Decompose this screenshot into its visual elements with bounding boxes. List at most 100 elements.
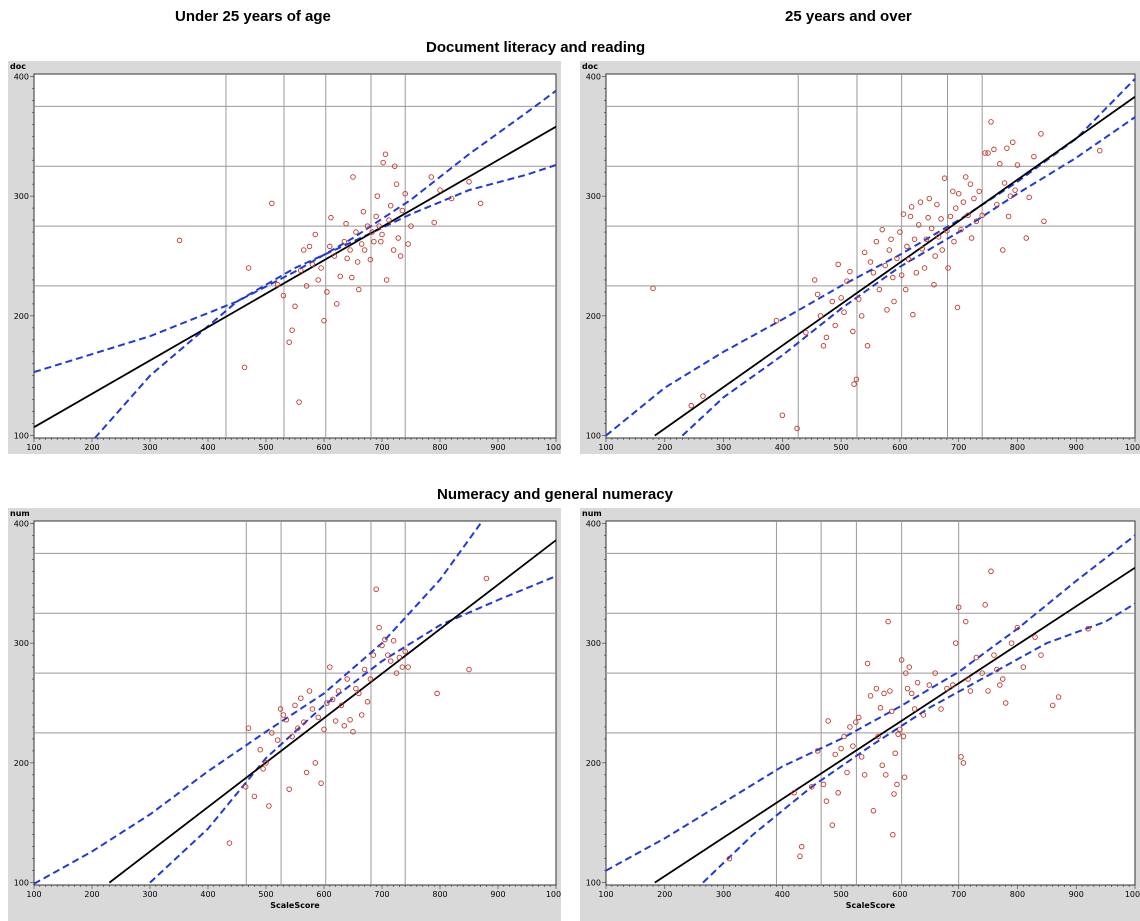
data-point (393, 181, 400, 187)
x-tick-label: 1000 (546, 890, 561, 899)
x-tick-label: 200 (84, 890, 99, 899)
x-tick-label: 300 (142, 443, 157, 452)
ci-lower-line (94, 164, 556, 438)
data-point (428, 174, 435, 180)
data-point (779, 412, 786, 419)
regression-line (654, 566, 1135, 884)
data-point (921, 265, 928, 271)
data-point (817, 313, 824, 319)
data-point (335, 688, 342, 694)
data-point (350, 728, 356, 735)
data-point (315, 714, 321, 721)
data-point (245, 725, 252, 731)
data-point (797, 853, 803, 860)
data-point (260, 766, 266, 772)
data-point (808, 784, 815, 790)
data-point (1002, 700, 1009, 706)
data-point (832, 322, 838, 329)
data-point (292, 303, 298, 310)
data-point (867, 259, 874, 265)
data-point (847, 724, 853, 730)
data-point (318, 265, 324, 271)
ci-lower-line (681, 116, 1135, 437)
x-tick-label: 500 (833, 890, 848, 899)
y-tick-label: 300 (14, 639, 29, 648)
data-point (321, 726, 327, 733)
plot-area (33, 73, 557, 439)
data-point (379, 642, 385, 649)
data-point (303, 769, 310, 776)
data-point (397, 253, 404, 259)
data-point (952, 205, 959, 211)
ci-upper-line (606, 534, 1135, 872)
data-point (841, 309, 847, 316)
data-point (838, 295, 844, 301)
chart-panel-num-under-25: 100 200 300 400 500 600 700 800 900 1000 100 200 300… (8, 508, 561, 921)
data-point (931, 281, 937, 288)
data-point (402, 190, 408, 197)
data-point (910, 311, 916, 318)
data-point (971, 195, 977, 202)
x-tick-label: 400 (200, 443, 215, 452)
data-point (820, 343, 827, 349)
data-point (344, 676, 350, 682)
data-point (364, 699, 371, 705)
x-tick-label: 600 (316, 890, 331, 899)
data-point (306, 243, 313, 250)
data-point (324, 700, 330, 706)
data-point (374, 193, 381, 199)
x-axis-label: ScaleScore (270, 901, 320, 910)
data-point (466, 666, 472, 673)
data-point (950, 682, 956, 688)
data-point (298, 695, 304, 701)
data-point (881, 690, 887, 697)
data-point (1001, 180, 1008, 186)
data-point (962, 618, 969, 625)
data-point (861, 249, 868, 256)
data-point (358, 241, 365, 247)
data-point (791, 790, 797, 796)
data-point (850, 328, 856, 335)
data-point (835, 790, 841, 796)
data-point (1049, 702, 1056, 709)
data-point (292, 702, 298, 709)
data-point (1014, 162, 1021, 168)
chart-svg: 100 200 300 400 500 600 700 800 900 1000 100 200 300… (10, 509, 561, 910)
x-tick-label: 400 (200, 890, 215, 899)
data-point (448, 195, 455, 202)
x-tick-label: 1000 (1125, 890, 1140, 899)
data-point (327, 243, 333, 250)
x-tick-label: 300 (716, 890, 731, 899)
plot-content (606, 534, 1135, 884)
data-point (991, 146, 997, 153)
data-point (911, 236, 918, 242)
y-tick-label: 200 (586, 759, 601, 768)
data-point (867, 693, 874, 699)
x-tick-label: 800 (1010, 890, 1025, 899)
data-point (891, 791, 897, 797)
data-point (994, 201, 1000, 208)
y-axis-label: num (10, 509, 30, 518)
data-point (1012, 187, 1018, 193)
data-point (952, 640, 959, 646)
data-point (303, 283, 310, 289)
data-point (945, 265, 951, 271)
data-point (483, 575, 490, 582)
data-point (973, 218, 980, 225)
data-point (289, 327, 295, 333)
data-point (353, 229, 359, 235)
x-tick-label: 900 (490, 890, 505, 899)
data-point (341, 722, 348, 729)
data-point (938, 706, 944, 712)
data-point (885, 618, 891, 625)
data-point (897, 726, 903, 733)
data-point (911, 706, 918, 712)
data-point (908, 690, 915, 697)
data-point (289, 733, 295, 740)
data-point (968, 235, 975, 241)
data-point (387, 658, 394, 664)
data-point (951, 238, 957, 245)
data-point (965, 212, 971, 219)
ci-lower-line (149, 575, 556, 884)
data-point (926, 195, 933, 202)
